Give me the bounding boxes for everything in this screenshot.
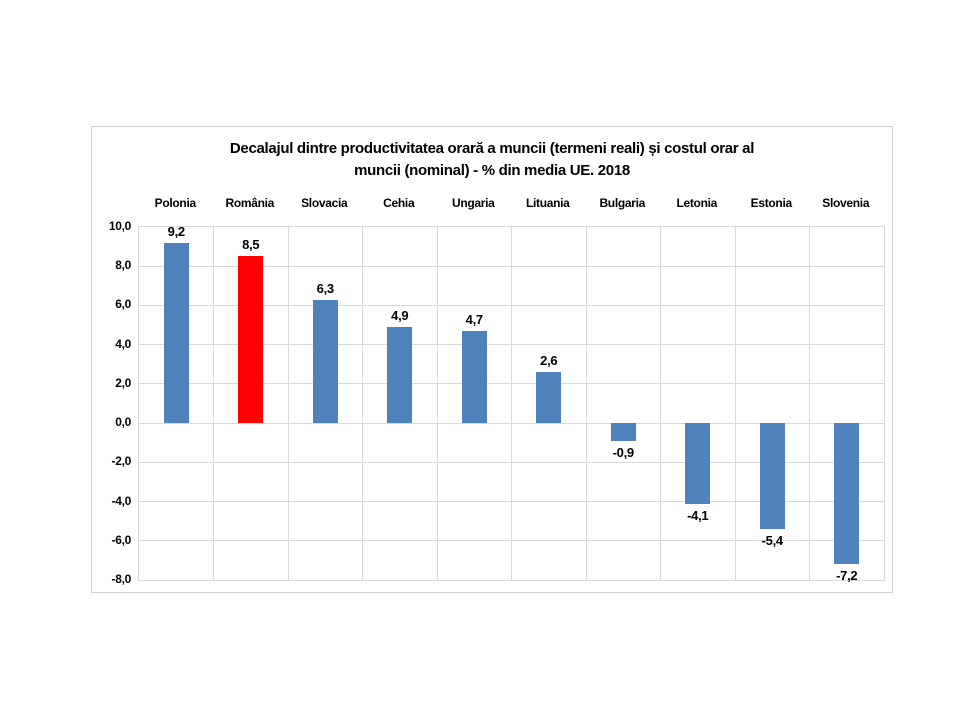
bar-cehia <box>387 327 413 424</box>
vertical-gridline <box>734 227 736 580</box>
category-label-lituania: Lituania <box>525 196 570 210</box>
y-tick-label: -8,0 <box>111 572 132 586</box>
value-label-polonia: 9,2 <box>167 223 185 239</box>
chart-title: Decalajul dintre productivitatea orară a… <box>92 138 892 182</box>
y-tick-label: 6,0 <box>115 297 131 312</box>
bar-letonia <box>685 423 711 504</box>
category-label-estonia: Estonia <box>750 196 793 210</box>
category-label-slovenia: Slovenia <box>822 196 870 210</box>
category-label-românia: România <box>225 196 275 210</box>
vertical-gridline <box>511 227 512 580</box>
bar-chart: Decalajul dintre productivitatea orară a… <box>91 126 893 593</box>
vertical-gridline <box>809 227 810 580</box>
value-label-ungaria: 4,7 <box>465 311 483 327</box>
category-label-polonia: Polonia <box>154 196 197 210</box>
bar-românia <box>238 256 264 424</box>
y-tick-label: 0,0 <box>115 415 131 430</box>
value-label-bulgaria: -0,9 <box>612 444 635 460</box>
value-label-lituania: 2,6 <box>540 353 558 369</box>
vertical-gridline <box>585 227 587 580</box>
vertical-gridline <box>287 227 289 580</box>
value-label-slovacia: 6,3 <box>316 280 334 296</box>
category-label-slovacia: Slovacia <box>301 196 348 210</box>
bar-polonia <box>163 242 189 424</box>
bar-bulgaria <box>610 423 636 441</box>
y-tick-label: -6,0 <box>111 532 132 547</box>
value-label-slovenia: -7,2 <box>836 568 858 584</box>
vertical-gridline <box>660 227 661 580</box>
category-label-letonia: Letonia <box>676 196 718 210</box>
vertical-gridline <box>213 227 214 580</box>
y-tick-label: 8,0 <box>115 258 131 273</box>
bar-ungaria <box>461 330 487 424</box>
category-label-bulgaria: Bulgaria <box>599 196 646 210</box>
chart-title-line-2: muncii (nominal) - % din media UE. 2018 <box>354 162 630 179</box>
value-label-românia: 8,5 <box>242 237 260 253</box>
vertical-gridline <box>436 227 438 580</box>
category-label-cehia: Cehia <box>383 196 415 210</box>
y-tick-label: 10,0 <box>108 219 131 233</box>
y-tick-label: 4,0 <box>115 336 131 351</box>
category-label-ungaria: Ungaria <box>451 196 495 210</box>
bar-lituania <box>536 372 562 424</box>
value-label-estonia: -5,4 <box>761 533 784 548</box>
vertical-gridline <box>362 227 363 580</box>
plot-area: 9,2 8,5 6,3 4,9 4,7 2,6 -0,9 -4,1 -5,4 -7,2 <box>138 223 885 584</box>
y-tick-label: 2,0 <box>115 375 131 390</box>
bar-slovacia <box>312 299 338 424</box>
y-tick-label: -4,0 <box>111 493 132 508</box>
bar-estonia <box>759 423 785 529</box>
y-tick-label: -2,0 <box>111 454 132 469</box>
bar-slovenia <box>834 423 860 565</box>
chart-title-line-1: Decalajul dintre productivitatea orară a… <box>229 140 755 157</box>
value-label-cehia: 4,9 <box>391 308 409 324</box>
value-label-letonia: -4,1 <box>687 507 709 523</box>
